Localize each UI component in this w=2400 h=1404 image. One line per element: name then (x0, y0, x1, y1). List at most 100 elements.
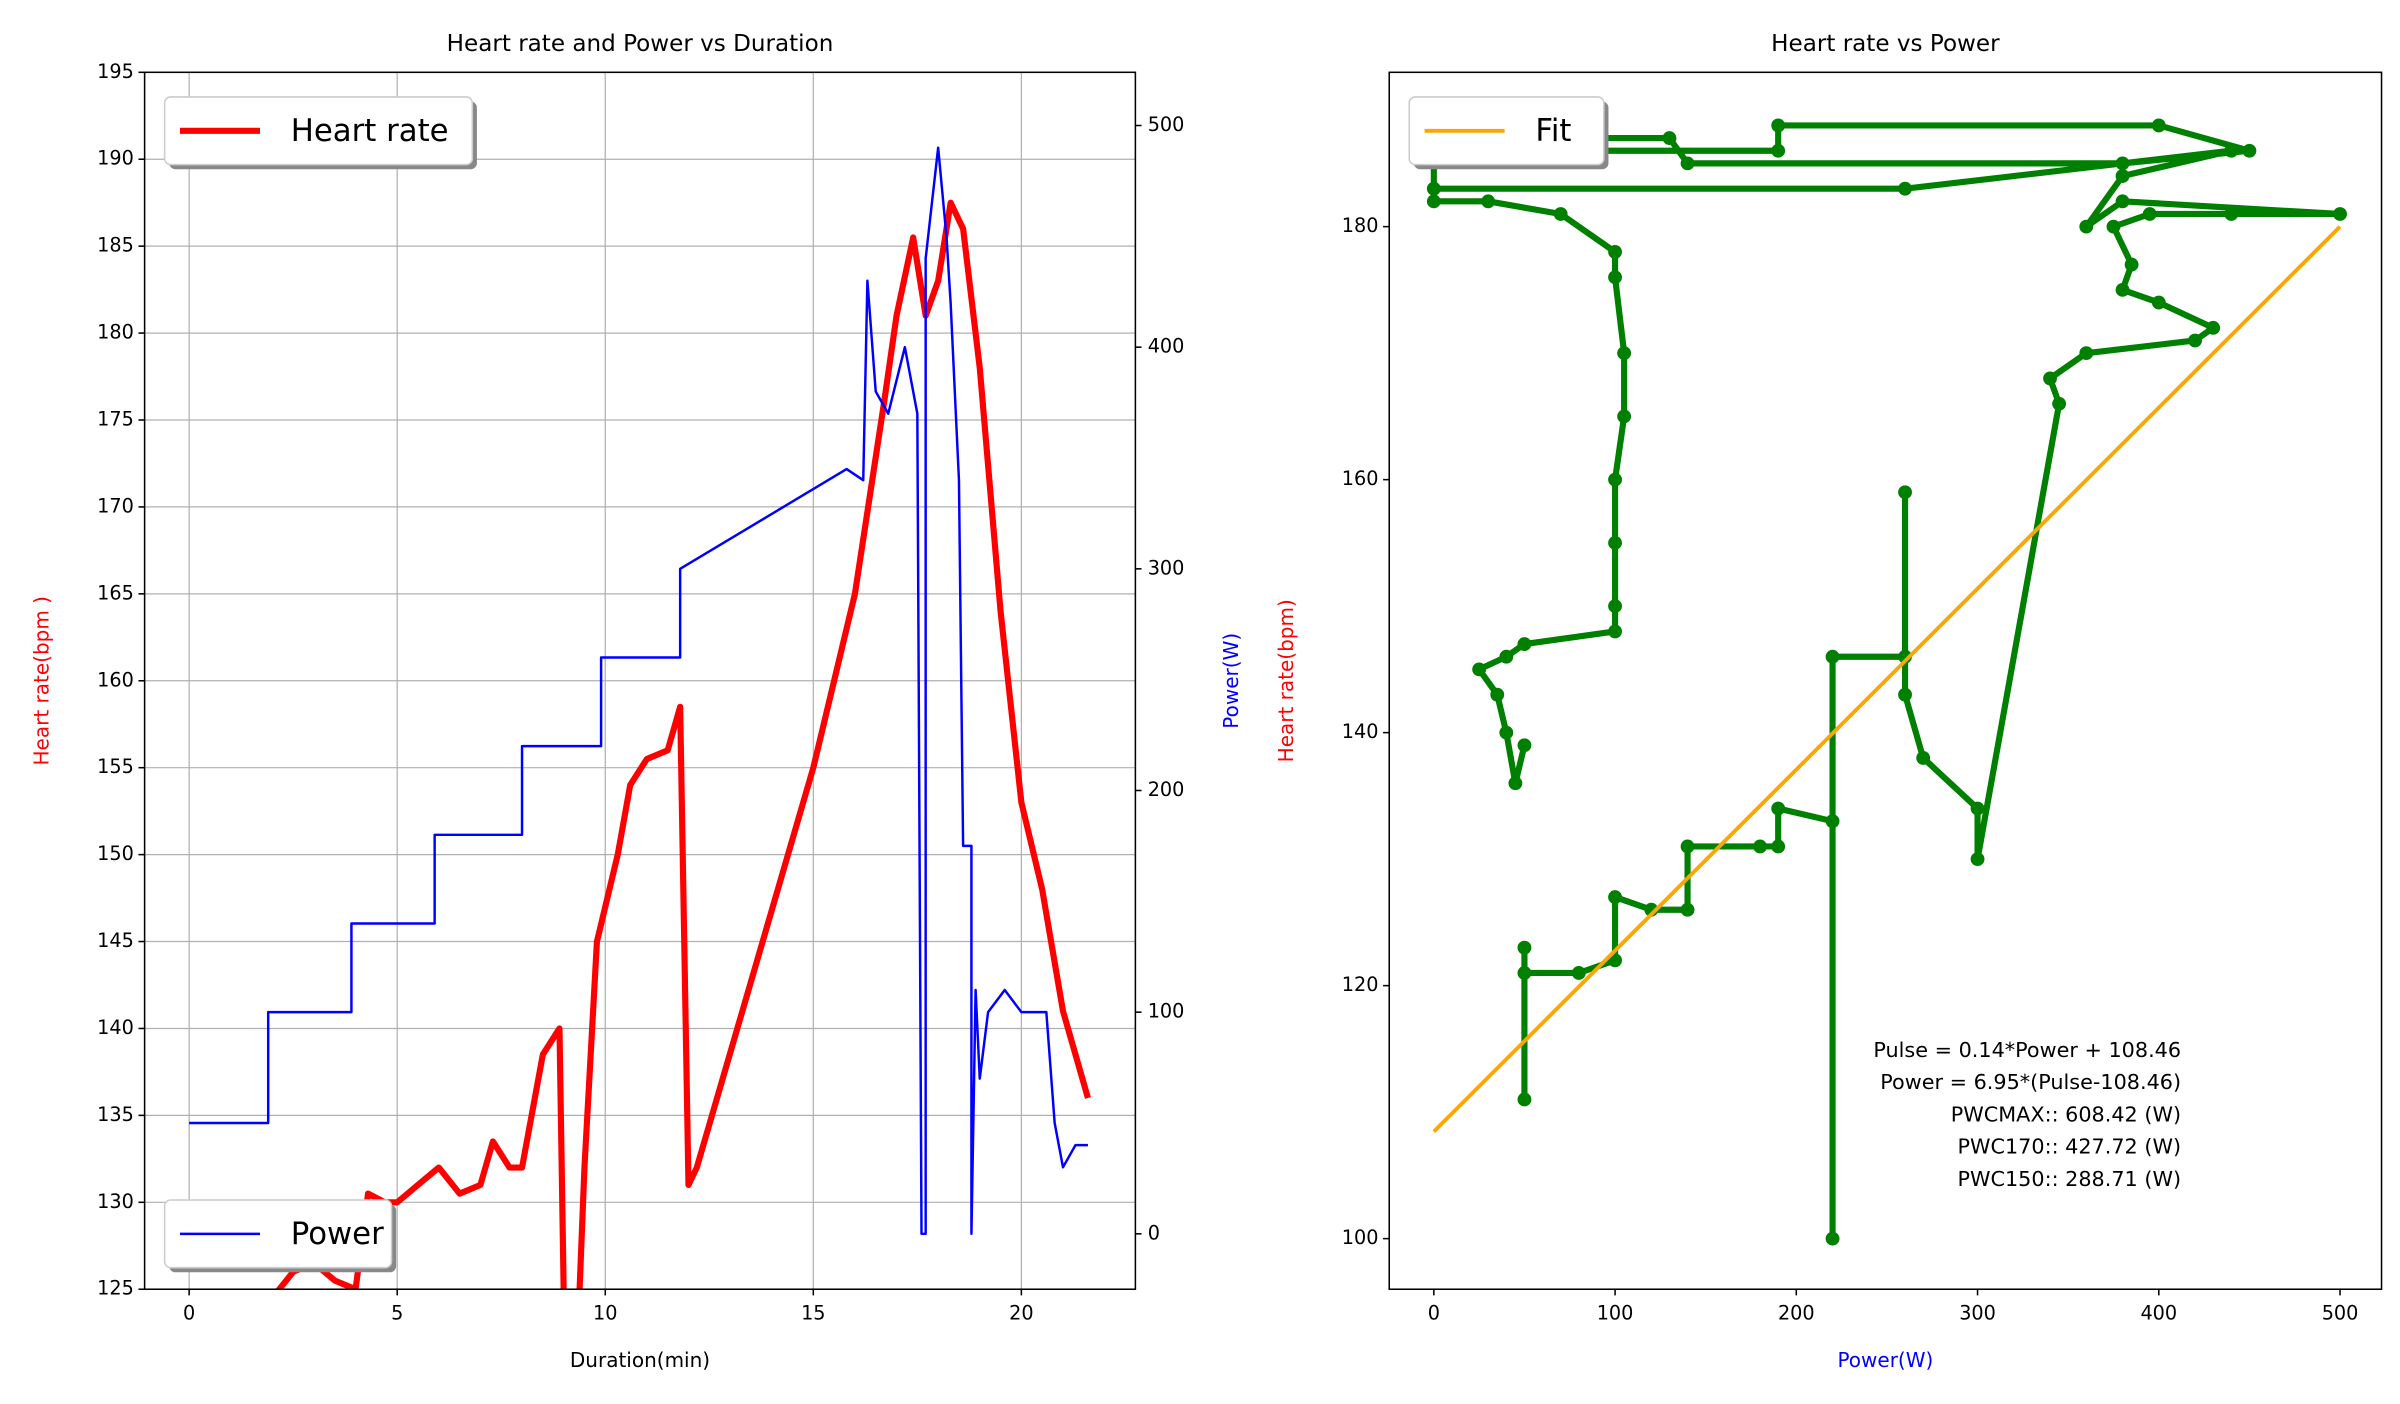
point (1898, 687, 1912, 702)
y2-tick-label: 300 (1148, 556, 1185, 579)
point (1753, 839, 1767, 854)
chart-title: Heart rate vs Power (1771, 31, 2000, 57)
point (1916, 751, 1931, 765)
legend-label: Fit (1535, 113, 1571, 149)
y-tick-label: 180 (97, 321, 134, 344)
y-tick-label: 160 (1342, 467, 1379, 490)
point (1680, 839, 1695, 854)
point (1662, 131, 1677, 146)
x-label: Power(W) (1837, 1348, 1933, 1372)
point (2079, 219, 2094, 234)
legend-box (163, 1199, 393, 1269)
y-label: Heart rate(bpm ) (30, 596, 54, 765)
x-tick-label: 15 (801, 1301, 825, 1324)
point (2242, 143, 2257, 158)
point (2115, 169, 2130, 183)
point (2142, 207, 2157, 221)
point (1499, 649, 1514, 664)
point (1608, 890, 1622, 905)
point (1825, 814, 1840, 829)
point (1490, 687, 1505, 702)
point (2224, 143, 2239, 158)
point (1771, 839, 1786, 854)
annotation: PWCMAX:: 608.42 (W) (1951, 1102, 2181, 1126)
point (1825, 649, 1840, 664)
point (1608, 535, 1622, 550)
axes-frame (143, 71, 1137, 1290)
annotation: Power = 6.95*(Pulse-108.46) (1880, 1070, 2181, 1094)
x-tick-label: 0 (1428, 1301, 1440, 1324)
point (2115, 194, 2130, 209)
point (1517, 940, 1532, 955)
legend-box (163, 96, 474, 166)
y-tick-label: 145 (97, 929, 134, 952)
point (1825, 1231, 1840, 1246)
point (1898, 485, 1912, 500)
point (2151, 118, 2166, 133)
y-tick-label: 125 (97, 1277, 134, 1300)
point (1426, 181, 1441, 196)
point (1771, 118, 1786, 133)
point (1617, 346, 1632, 361)
y-tick-label: 100 (1342, 1226, 1379, 1249)
point (2079, 346, 2094, 361)
x-label: Duration(min) (570, 1348, 710, 1372)
x-tick-label: 400 (2140, 1301, 2177, 1324)
point (2151, 295, 2166, 310)
y-tick-label: 170 (97, 494, 134, 517)
point (1481, 194, 1496, 209)
axes-frame (1388, 71, 2383, 1290)
y-tick-label: 190 (97, 147, 134, 170)
point (1970, 852, 1985, 867)
chart: Heart rate vs Power 0 100 200 300 400 500 100 12… (1274, 31, 2383, 1372)
point (1608, 953, 1622, 968)
x-tick-label: 100 (1597, 1301, 1634, 1324)
x-tick-label: 200 (1778, 1301, 1815, 1324)
y2-label: Power(W) (1219, 633, 1243, 729)
y-tick-label: 160 (97, 668, 134, 691)
x-tick-label: 20 (1009, 1301, 1033, 1324)
point (2206, 320, 2221, 335)
point (2106, 219, 2121, 234)
legend-label: Power (291, 1216, 384, 1252)
y-tick-label: 155 (97, 755, 134, 778)
x-tick-label: 300 (1959, 1301, 1996, 1324)
legend-box (1408, 96, 1605, 166)
y2-tick-label: 0 (1148, 1221, 1160, 1244)
point (1517, 966, 1532, 980)
y-tick-label: 140 (1342, 720, 1379, 743)
point (1680, 902, 1695, 917)
point (2124, 257, 2139, 272)
point (1608, 599, 1622, 614)
y-tick-label: 195 (97, 60, 134, 83)
annotation: PWC170:: 427.72 (W) (1957, 1135, 2181, 1159)
point (1771, 801, 1786, 816)
point (2333, 207, 2347, 221)
point (2188, 333, 2202, 348)
y-tick-label: 150 (97, 842, 134, 865)
y2-tick-label: 200 (1148, 778, 1185, 801)
chart: Heart rate and Power vs Duration 0 5 10 15 20… (30, 31, 1243, 1372)
point (1680, 156, 1695, 171)
y-tick-label: 135 (97, 1103, 134, 1126)
chart-title: Heart rate and Power vs Duration (447, 31, 834, 57)
annotation: PWC150:: 288.71 (W) (1957, 1167, 2181, 1191)
point (2115, 156, 2130, 171)
point (1617, 409, 1632, 424)
y-tick-label: 120 (1342, 973, 1379, 996)
point (1608, 270, 1622, 285)
point (2043, 371, 2057, 386)
point (1571, 966, 1586, 980)
y-tick-label: 175 (97, 408, 134, 431)
y-tick-label: 130 (97, 1190, 134, 1213)
point (1517, 738, 1532, 753)
point (1472, 662, 1487, 677)
point (1898, 181, 1912, 196)
series-line (189, 146, 1088, 1236)
point (1970, 801, 1985, 816)
y2-tick-label: 400 (1148, 335, 1185, 358)
y-tick-label: 180 (1342, 214, 1379, 237)
x-tick-label: 5 (391, 1301, 403, 1324)
x-tick-label: 10 (593, 1301, 617, 1324)
